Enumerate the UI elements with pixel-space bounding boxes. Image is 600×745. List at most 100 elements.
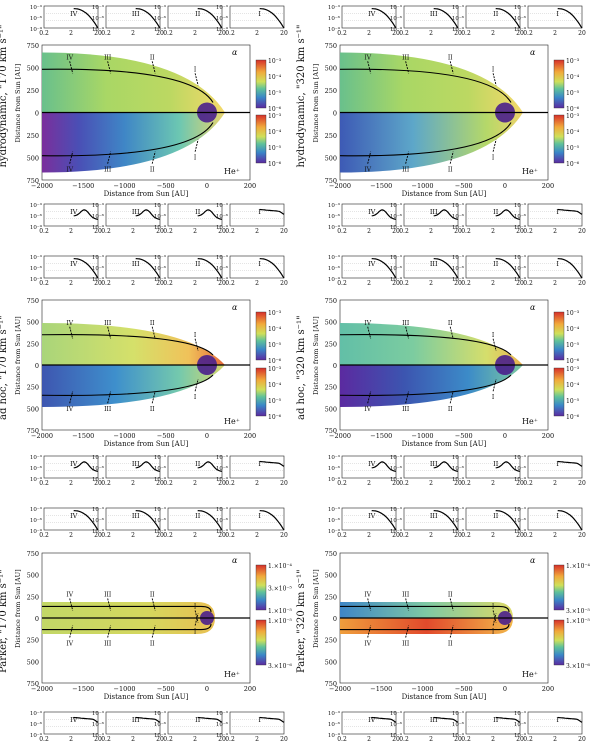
mini-panel-label: IV	[70, 460, 78, 468]
mini-y-tick: 10⁻³	[30, 202, 42, 209]
mini-curve	[433, 8, 459, 29]
density-region-bottom	[42, 365, 225, 407]
mini-y-tick: 10⁻³	[216, 506, 228, 513]
mini-y-tick: 10⁻⁶	[328, 517, 341, 524]
mini-frame	[403, 711, 459, 735]
species-alpha: α	[530, 303, 536, 312]
streamline-top	[340, 605, 510, 613]
mini-y-tick: 10⁻³	[328, 4, 340, 11]
mini-curve	[557, 716, 583, 723]
sample-marker	[107, 151, 112, 164]
mini-x-tick: 20	[516, 532, 524, 539]
mini-frame	[167, 711, 223, 735]
mini-y-tick: 10⁻⁶	[390, 265, 403, 272]
mini-y-tick: 10⁻⁹	[514, 732, 527, 739]
sample-marker	[69, 61, 74, 74]
species-alpha: α	[530, 48, 536, 57]
colorbar	[255, 59, 267, 109]
sample-marker	[449, 61, 454, 74]
mini-x-tick: 0.2	[461, 532, 471, 539]
line-label-bottom: II	[150, 641, 155, 648]
mini-y-tick: 10⁻⁹	[328, 276, 341, 283]
colorbar-tick: 10⁻³	[268, 58, 282, 65]
mini-panel: 10⁻³ 10⁻⁶ 10⁻⁹0.2 2 20 I	[216, 506, 288, 539]
y-tick: 750	[27, 297, 39, 305]
main-panel: IVIVIIIIIIIIIIIIαHe⁺7505002500250500750D…	[296, 25, 580, 199]
mini-y-tick: 10⁻⁶	[216, 265, 229, 272]
density-region-top	[340, 323, 523, 365]
mini-x-tick: 0.2	[337, 280, 347, 287]
mini-x-tick: 2	[255, 228, 259, 235]
mini-y-tick: 10⁻⁹	[514, 26, 527, 33]
mini-y-tick: 10⁻³	[154, 454, 166, 461]
y-tick: 0	[35, 110, 39, 118]
main-panel: IVIVIIIIIIIIIIIIαHe⁺7505002500250500750D…	[0, 25, 282, 199]
mini-y-tick: 10⁻³	[514, 506, 526, 513]
mini-panel-label: III	[132, 716, 140, 724]
mini-y-tick: 10⁻³	[452, 710, 464, 717]
line-label-top: IV	[66, 591, 73, 598]
colorbar-tick: 10⁻⁴	[566, 382, 580, 389]
mini-x-tick: 0.2	[337, 30, 347, 37]
mini-panel-label: IV	[70, 260, 78, 268]
line-label-top: IV	[66, 54, 73, 61]
mini-y-tick: 10⁻⁶	[390, 15, 403, 22]
mini-y-tick: 10⁻⁹	[30, 276, 43, 283]
mini-x-tick: 2	[69, 30, 73, 37]
colorbar-tick: 10⁻⁵	[268, 145, 282, 152]
line-label-bottom: III	[402, 406, 410, 413]
mini-y-tick: 10⁻³	[30, 710, 42, 717]
mini-curve	[135, 8, 161, 29]
mini-panel-label: I	[556, 512, 559, 520]
mini-x-tick: 2	[131, 736, 135, 743]
mini-x-tick: 0.2	[163, 228, 173, 235]
colorbar-tick: 10⁻⁴	[268, 326, 282, 333]
mini-panel-label: I	[258, 10, 261, 18]
mini-y-tick: 10⁻⁶	[30, 721, 43, 728]
x-tick: −2000	[329, 182, 351, 190]
mini-y-tick: 10⁻⁶	[514, 15, 527, 22]
mini-panel-label: III	[132, 260, 140, 268]
y-tick: 250	[325, 593, 337, 601]
mini-curve	[135, 209, 161, 220]
colorbar	[553, 311, 565, 361]
mini-frame	[229, 711, 285, 735]
mini-curve	[495, 716, 521, 723]
mini-panel: 10⁻³ 10⁻⁶ 10⁻⁹0.2 2 20 I	[216, 202, 288, 235]
mini-y-tick: 10⁻⁶	[216, 213, 229, 220]
mini-frame	[527, 203, 583, 227]
line-label-bottom: IV	[364, 406, 371, 413]
mini-x-tick: 0.2	[461, 480, 471, 487]
mini-y-tick: 10⁻⁹	[328, 26, 341, 33]
colorbar-tick: 10⁻⁶	[268, 414, 282, 421]
mini-y-tick: 10⁻⁹	[390, 732, 403, 739]
line-label-top: I	[492, 332, 495, 339]
streamline-bottom	[41, 374, 214, 396]
mini-x-tick: 2	[69, 736, 73, 743]
colorbar	[255, 367, 267, 417]
sample-marker	[492, 139, 497, 152]
mini-x-tick: 20	[280, 736, 288, 743]
sample-marker	[194, 139, 199, 152]
density-region-top	[340, 602, 513, 618]
sample-marker	[492, 338, 497, 351]
mini-x-tick: 0.2	[461, 736, 471, 743]
mini-y-tick: 10⁻⁹	[216, 528, 229, 535]
mini-y-tick: 10⁻⁶	[390, 213, 403, 220]
colorbar-tick: 10⁻⁶	[566, 161, 580, 168]
mini-x-tick: 2	[553, 30, 557, 37]
mini-y-tick: 10⁻⁹	[154, 528, 167, 535]
mini-x-tick: 2	[131, 480, 135, 487]
mini-x-tick: 0.2	[399, 228, 409, 235]
x-tick: −500	[157, 182, 175, 190]
mini-y-tick: 10⁻⁹	[30, 528, 43, 535]
mini-y-tick: 10⁻⁶	[328, 213, 341, 220]
line-label-top: I	[194, 603, 197, 610]
mini-x-tick: 2	[131, 228, 135, 235]
mini-y-tick: 10⁻⁶	[390, 517, 403, 524]
line-label-top: IV	[364, 320, 371, 327]
line-label-bottom: I	[492, 394, 495, 401]
mini-y-tick: 10⁻⁶	[216, 465, 229, 472]
colorbar-tick: 10⁻⁵	[566, 342, 580, 349]
